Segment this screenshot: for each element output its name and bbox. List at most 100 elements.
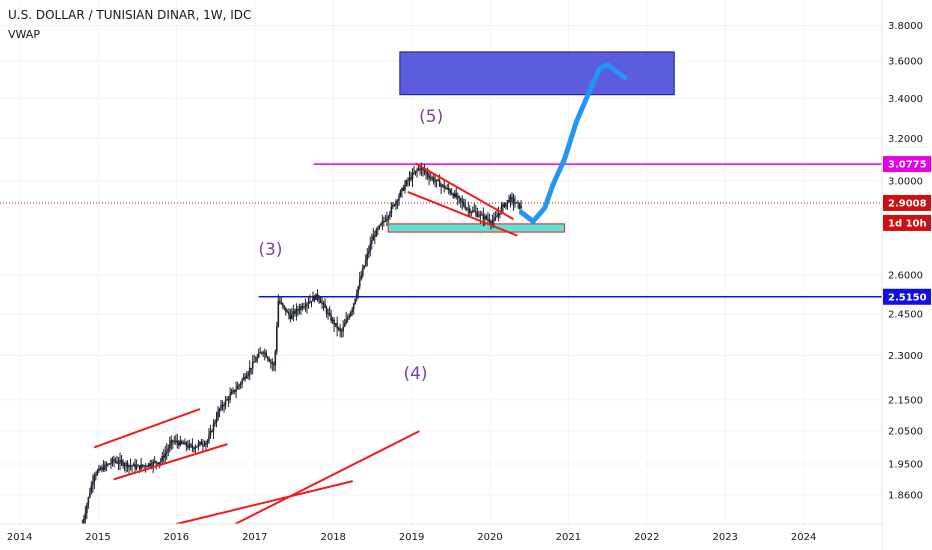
candle-body bbox=[444, 188, 447, 190]
time-tick-label: 2022 bbox=[634, 532, 659, 543]
candle-body bbox=[407, 180, 409, 182]
candle-body bbox=[301, 306, 304, 308]
candle-body bbox=[520, 206, 522, 209]
wave-label: (3) bbox=[258, 240, 282, 260]
candle-body bbox=[280, 302, 283, 304]
candle-body bbox=[277, 300, 280, 327]
candle-body bbox=[503, 203, 506, 207]
candle-body bbox=[468, 208, 471, 213]
candle-body bbox=[279, 300, 281, 303]
candle-body bbox=[387, 216, 390, 219]
candle-body bbox=[459, 198, 462, 201]
candle-body bbox=[205, 442, 207, 445]
trendline-2 bbox=[93, 408, 201, 449]
candle-body bbox=[398, 196, 400, 201]
candle-body bbox=[367, 250, 370, 254]
candle-body bbox=[84, 513, 87, 519]
candle-body bbox=[366, 253, 369, 260]
candle-body bbox=[437, 179, 439, 181]
candle-body bbox=[113, 459, 115, 461]
price-tick-label: 3.4000 bbox=[888, 94, 923, 105]
candle-body bbox=[188, 444, 191, 448]
candle-body bbox=[441, 184, 444, 186]
candle-body bbox=[461, 200, 464, 203]
candle-body bbox=[182, 443, 185, 445]
indicator-label: VWAP bbox=[8, 28, 40, 41]
candle-body bbox=[370, 240, 373, 244]
candle-body bbox=[268, 359, 271, 362]
candle-body bbox=[86, 504, 88, 514]
candle-body bbox=[491, 221, 494, 223]
candle-body bbox=[220, 404, 222, 409]
candle-body bbox=[401, 188, 403, 192]
candle-body bbox=[251, 361, 254, 369]
candle-body bbox=[331, 319, 334, 321]
candle-body bbox=[396, 200, 399, 202]
support-zone bbox=[387, 223, 565, 233]
candle-body bbox=[185, 442, 188, 447]
wave-labels: (3) (4) (5) bbox=[258, 107, 443, 384]
candle-body bbox=[458, 196, 461, 199]
countdown-tag: 1d 10h bbox=[888, 218, 927, 229]
candle-body bbox=[380, 223, 382, 226]
price-tick-label: 1.8600 bbox=[888, 491, 923, 502]
candle-body bbox=[93, 476, 96, 482]
candle-body bbox=[265, 352, 268, 358]
candle-body bbox=[193, 447, 195, 449]
candle-body bbox=[294, 311, 296, 314]
candle-body bbox=[485, 216, 488, 219]
candle-body bbox=[346, 317, 349, 320]
trendline-0 bbox=[415, 162, 515, 221]
candle-body bbox=[283, 305, 286, 308]
candle-body bbox=[333, 319, 335, 325]
candle-body bbox=[135, 466, 138, 469]
candle-body bbox=[178, 442, 180, 446]
candle-body bbox=[490, 221, 492, 223]
candle-body bbox=[505, 202, 507, 207]
candle-body bbox=[377, 228, 379, 230]
candle-body bbox=[149, 463, 151, 466]
price-tick-label: 2.4500 bbox=[888, 309, 923, 320]
candle-body bbox=[282, 303, 284, 306]
candle-body bbox=[206, 441, 209, 443]
candle-body bbox=[509, 196, 512, 202]
candles bbox=[81, 162, 522, 529]
price-tick-label: 2.1500 bbox=[888, 395, 923, 406]
candle-body bbox=[423, 169, 426, 173]
price-tick-label: 1.9500 bbox=[888, 460, 923, 471]
candle-body bbox=[432, 177, 435, 182]
time-tick-label: 2020 bbox=[477, 532, 502, 543]
candle-body bbox=[289, 315, 292, 319]
candle-body bbox=[511, 196, 513, 199]
candle-body bbox=[316, 293, 319, 297]
candle-body bbox=[87, 497, 90, 505]
candle-body bbox=[478, 216, 480, 218]
candle-body bbox=[295, 308, 298, 314]
trendline-1 bbox=[407, 190, 518, 237]
candle-body bbox=[304, 306, 307, 308]
candle-body bbox=[429, 177, 432, 179]
candle-body bbox=[482, 214, 485, 220]
candle-body bbox=[200, 442, 203, 445]
candle-body bbox=[443, 184, 445, 189]
candle-body bbox=[291, 313, 293, 319]
candle-body bbox=[224, 400, 227, 406]
candle-body bbox=[500, 206, 503, 214]
candle-body bbox=[494, 217, 497, 220]
candle-body bbox=[253, 361, 255, 363]
candle-body bbox=[330, 314, 332, 321]
candle-body bbox=[369, 243, 372, 251]
candle-body bbox=[173, 441, 176, 443]
candle-body bbox=[515, 202, 518, 204]
candle-body bbox=[349, 312, 352, 317]
price-tick-label: 3.8000 bbox=[888, 21, 923, 32]
candle-body bbox=[215, 418, 218, 423]
candle-body bbox=[181, 440, 183, 444]
candle-body bbox=[348, 316, 350, 318]
candle-body bbox=[126, 462, 129, 468]
candle-body bbox=[110, 462, 112, 464]
candle-body bbox=[325, 308, 328, 314]
candle-body bbox=[470, 211, 473, 213]
candle-body bbox=[322, 303, 325, 305]
